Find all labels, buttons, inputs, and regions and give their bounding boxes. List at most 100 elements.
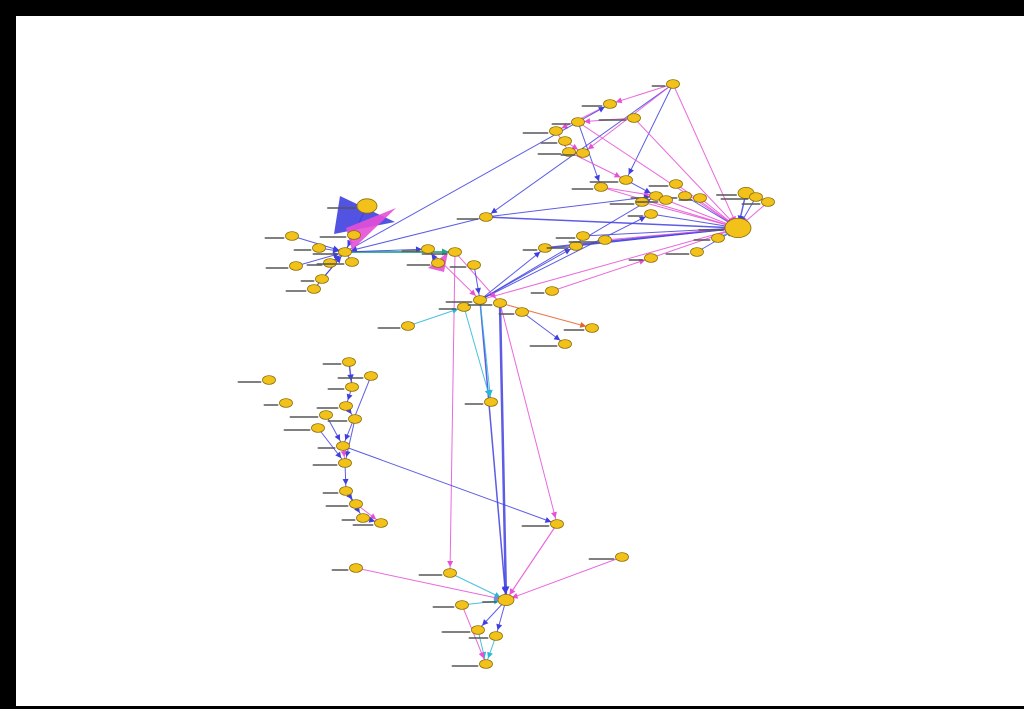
- node-label-mark: [741, 203, 761, 205]
- node-label-mark: [264, 237, 285, 239]
- nodes-layer: [237, 79, 775, 669]
- graph-edge: [485, 195, 657, 218]
- graph-node: [356, 513, 370, 523]
- large-arrowhead: [334, 196, 395, 234]
- node-label-mark: [352, 524, 374, 526]
- edge-arrowhead: [431, 253, 438, 261]
- graph-node: [669, 179, 683, 189]
- edge-arrowhead: [509, 588, 516, 596]
- node-label-mark: [560, 154, 576, 156]
- graph-node: [364, 371, 378, 381]
- node-label-mark: [498, 313, 515, 315]
- node-label-mark: [401, 250, 421, 252]
- graph-node: [349, 563, 363, 573]
- graph-node: [594, 182, 608, 192]
- node-label-mark: [529, 345, 558, 347]
- graph-node: [644, 209, 658, 219]
- edge-arrowhead: [490, 207, 498, 214]
- node-label-mark: [418, 574, 443, 576]
- graph-node: [455, 600, 469, 610]
- edge-arrowhead: [334, 256, 342, 264]
- graph-node: [262, 375, 276, 385]
- edge-arrowhead: [583, 118, 591, 125]
- node-label-mark: [325, 505, 349, 507]
- edge-arrowhead: [544, 517, 552, 523]
- edge-arrowhead: [598, 106, 605, 113]
- graph-node: [289, 261, 303, 271]
- graph-node: [349, 499, 363, 509]
- node-label-mark: [451, 665, 479, 667]
- node-label-mark: [445, 301, 473, 303]
- node-label-mark: [628, 259, 644, 261]
- graph-edge: [479, 213, 652, 301]
- edge-arrowhead: [368, 516, 376, 523]
- graph-node: [338, 247, 352, 257]
- node-label-mark: [648, 185, 669, 187]
- node-label-mark: [678, 199, 693, 201]
- node-label-mark: [555, 237, 576, 239]
- node-label-mark: [289, 416, 319, 418]
- node-label-mark: [263, 404, 279, 406]
- graph-node: [342, 357, 356, 367]
- edge-arrowhead: [475, 287, 481, 295]
- graph-edge: [479, 247, 546, 301]
- graph-node: [690, 247, 704, 257]
- node-label-mark: [627, 215, 644, 217]
- graph-edge: [625, 83, 674, 181]
- graph-node: [457, 302, 471, 312]
- graph-node: [285, 231, 299, 241]
- graph-node: [479, 212, 493, 222]
- graph-edge: [342, 375, 372, 447]
- edge-arrowhead: [489, 292, 497, 299]
- node-label-mark: [432, 606, 455, 608]
- graph-node: [315, 274, 329, 284]
- node-label-mark: [331, 569, 349, 571]
- graph-node: [345, 257, 359, 267]
- graph-node: [693, 193, 707, 203]
- graph-node: [659, 195, 673, 205]
- edges-layer: [291, 83, 769, 665]
- large-arrowhead: [346, 208, 396, 250]
- graph-node: [493, 298, 507, 308]
- node-label-mark: [581, 105, 603, 107]
- node-label-mark: [563, 329, 585, 331]
- graph-edge: [665, 199, 739, 229]
- edge-arrowhead: [342, 478, 349, 486]
- node-label-mark: [441, 631, 471, 633]
- edge-arrowhead: [332, 247, 340, 254]
- graph-node: [311, 423, 325, 433]
- graph-edge: [355, 567, 507, 601]
- edge-arrowhead: [638, 216, 646, 223]
- node-label-mark: [568, 241, 598, 243]
- graph-node: [421, 244, 435, 254]
- edge-arrowhead: [447, 560, 454, 568]
- edge-arrowhead: [628, 167, 634, 175]
- graph-node: [571, 117, 585, 127]
- graph-node: [312, 243, 326, 253]
- node-label-mark: [716, 194, 737, 196]
- graph-node: [761, 197, 775, 207]
- edge-arrowhead: [482, 619, 489, 626]
- graph-edge: [479, 299, 492, 403]
- node-label-mark: [406, 264, 431, 266]
- graph-edge: [551, 257, 652, 292]
- edge-arrowhead: [478, 651, 485, 659]
- graph-edge: [577, 121, 739, 229]
- graph-edge: [650, 227, 739, 259]
- graph-node: [345, 382, 359, 392]
- graph-node: [644, 253, 658, 263]
- node-label-mark: [317, 447, 336, 449]
- graph-edge: [479, 245, 577, 301]
- node-label-mark: [312, 253, 338, 255]
- graph-edge: [463, 306, 492, 403]
- graph-edge: [650, 213, 739, 229]
- node-label-mark: [316, 263, 345, 265]
- graph-edge: [342, 445, 558, 525]
- graph-edge: [473, 264, 481, 301]
- graph-edge: [449, 251, 456, 574]
- graph-node: [471, 625, 485, 635]
- graph-node: [374, 518, 388, 528]
- graph-node: [515, 307, 529, 317]
- graph-edge: [477, 629, 487, 665]
- graph-canvas: [16, 16, 1024, 706]
